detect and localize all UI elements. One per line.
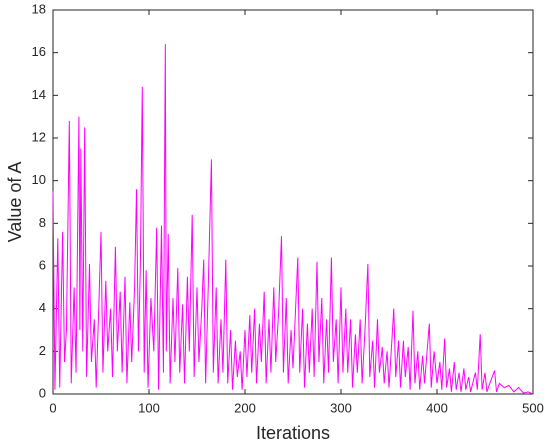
x-tick-label: 300 (330, 400, 352, 415)
x-tick-label: 100 (138, 400, 160, 415)
y-axis-label: Value of A (5, 162, 25, 243)
x-tick-label: 400 (426, 400, 448, 415)
plot-frame (52, 9, 534, 395)
y-tick-label: 18 (32, 1, 46, 16)
y-tick-label: 12 (32, 129, 46, 144)
y-tick-label: 6 (39, 257, 46, 272)
y-tick-label: 0 (39, 385, 46, 400)
data-line (52, 44, 534, 395)
y-tick-label: 4 (39, 300, 46, 315)
x-tick-label: 500 (522, 400, 544, 415)
x-axis-label: Iterations (256, 423, 330, 443)
y-tick-label: 14 (32, 87, 46, 102)
y-tick-label: 10 (32, 172, 46, 187)
x-tick-label: 0 (49, 400, 56, 415)
x-tick-label: 200 (234, 400, 256, 415)
y-tick-label: 8 (39, 215, 46, 230)
y-tick-label: 2 (39, 343, 46, 358)
y-tick-label: 16 (32, 44, 46, 59)
